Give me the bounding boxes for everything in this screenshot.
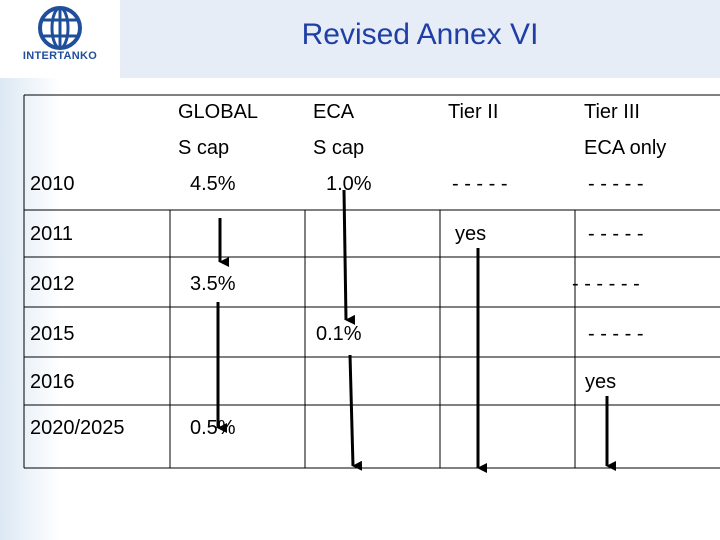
title-bar — [120, 0, 720, 78]
cell-eca-2010: 1.0% — [326, 173, 372, 195]
header-eca-line1: ECA — [313, 101, 355, 123]
header-global-line1: GLOBAL — [178, 101, 259, 123]
header-global-line2: S cap — [178, 137, 230, 159]
cell-tier3-2012: - - - - - - — [572, 273, 640, 295]
row-year-2016: 2016 — [30, 371, 75, 393]
cell-global-2010: 4.5% — [190, 173, 236, 195]
intertanko-logo: INTERTANKO — [0, 0, 120, 78]
cell-tier3-2015: - - - - - — [588, 323, 644, 345]
cell-eca-2015: 0.1% — [316, 323, 362, 345]
arrow-eca-2010-2015 — [342, 189, 356, 325]
header-tier3-line1: Tier III — [584, 101, 640, 123]
cell-tier3-2010: - - - - - — [588, 173, 644, 195]
row-year-2015: 2015 — [30, 323, 75, 345]
header-tier2: Tier II — [448, 101, 499, 123]
row-year-2020-2025: 2020/2025 — [30, 417, 125, 439]
row-year-2012: 2012 — [30, 273, 75, 295]
row-year-2010: 2010 — [30, 173, 75, 195]
cell-global-2020-2025: 0.5% — [190, 417, 236, 439]
row-year-2011: 2011 — [30, 223, 74, 245]
cell-tier3-2016: yes — [585, 371, 617, 393]
cell-tier2-2010: - - - - - — [452, 173, 508, 195]
cell-tier3-2011: - - - - - — [588, 223, 644, 245]
arrow-eca-2015-2020 — [348, 354, 363, 471]
logo-text: INTERTANKO — [22, 50, 98, 62]
header-tier3-line2: ECA only — [584, 137, 667, 159]
header-eca-line2: S cap — [313, 137, 365, 159]
globe-logo-icon — [38, 6, 82, 50]
cell-global-2012: 3.5% — [190, 273, 236, 295]
cell-tier2-2011: yes — [455, 223, 487, 245]
page-title: Revised Annex VI — [301, 18, 539, 51]
